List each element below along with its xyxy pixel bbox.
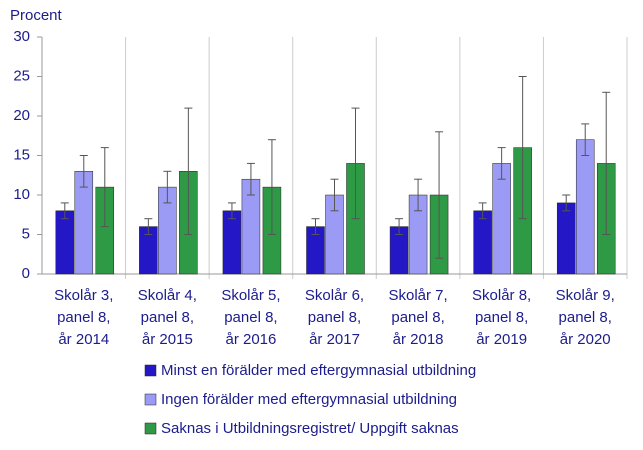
legend-marker — [144, 364, 157, 377]
bar — [473, 210, 492, 275]
error-bar — [351, 107, 360, 220]
x-tick-label: panel 8, — [475, 309, 528, 326]
x-tick-label: Skolår 5, — [221, 287, 280, 304]
legend-marker — [144, 422, 157, 435]
error-bar — [435, 131, 444, 259]
x-tick-label: år 2017 — [309, 331, 360, 348]
error-bar — [330, 178, 339, 212]
bar — [556, 202, 576, 275]
x-tick-label: år 2018 — [393, 331, 444, 348]
x-tick-label: panel 8, — [141, 309, 194, 326]
x-tick-label: år 2015 — [142, 331, 193, 348]
x-tick-label: år 2019 — [476, 331, 527, 348]
error-bar — [267, 139, 276, 235]
bar — [222, 210, 242, 275]
bar — [575, 139, 595, 275]
error-bar — [60, 202, 69, 220]
x-tick-label: panel 8, — [224, 309, 277, 326]
error-bar — [518, 76, 527, 220]
x-tick-label: panel 8, — [559, 309, 612, 326]
error-bar — [414, 178, 423, 212]
y-tick-label: 10 — [13, 186, 30, 203]
error-bar — [497, 147, 506, 180]
x-tick-label: år 2016 — [225, 331, 276, 348]
error-bar — [79, 155, 88, 188]
x-tick-label: panel 8, — [57, 309, 110, 326]
error-bar — [581, 123, 590, 156]
error-bar — [395, 218, 404, 235]
error-bar — [227, 202, 236, 220]
error-bar — [311, 218, 320, 235]
x-tick-label: år 2014 — [58, 331, 109, 348]
error-bar — [562, 194, 571, 212]
x-tick-label: Skolår 8, — [472, 287, 531, 304]
error-bar — [100, 147, 109, 228]
error-bar — [602, 91, 611, 235]
error-bar — [144, 218, 153, 235]
error-bar — [246, 162, 255, 196]
y-tick-label: 15 — [13, 146, 30, 163]
y-tick-label: 30 — [13, 28, 30, 45]
x-tick-label: Skolår 6, — [305, 287, 364, 304]
error-bar — [184, 107, 193, 235]
x-tick-label: Skolår 3, — [54, 287, 113, 304]
legend-marker — [144, 393, 157, 406]
error-bar — [478, 202, 487, 220]
x-tick-label: år 2020 — [560, 331, 611, 348]
x-tick-label: panel 8, — [308, 309, 361, 326]
bar — [492, 163, 511, 275]
y-axis-label: Procent — [10, 7, 63, 24]
legend-label: Saknas i Utbildningsregistret/ Uppgift s… — [161, 420, 459, 437]
legend-label: Minst en förälder med eftergymnasial utb… — [161, 362, 476, 379]
x-tick-label: panel 8, — [391, 309, 444, 326]
error-bar — [163, 170, 172, 204]
y-tick-label: 0 — [22, 265, 30, 282]
y-tick-label: 20 — [13, 107, 30, 124]
y-tick-label: 25 — [13, 67, 30, 84]
x-tick-label: Skolår 9, — [556, 287, 615, 304]
bar — [55, 210, 75, 275]
x-tick-label: Skolår 7, — [388, 287, 447, 304]
x-tick-label: Skolår 4, — [138, 287, 197, 304]
y-tick-label: 5 — [22, 225, 30, 242]
legend-label: Ingen förälder med eftergymnasial utbild… — [161, 391, 457, 408]
